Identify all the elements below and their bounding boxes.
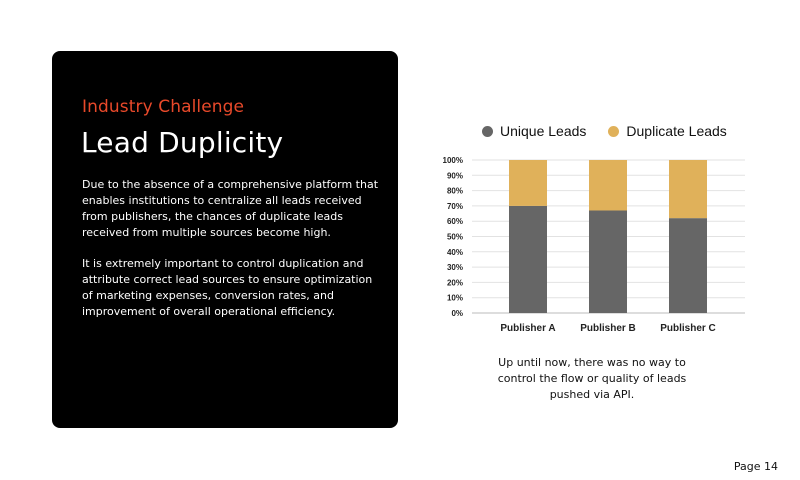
- y-tick-label: 10%: [447, 294, 463, 303]
- y-tick-label: 20%: [447, 278, 463, 287]
- section-eyebrow: Industry Challenge: [82, 97, 245, 117]
- legend-label-duplicate: Duplicate Leads: [626, 123, 727, 139]
- y-tick-label: 70%: [447, 202, 463, 211]
- y-tick-label: 40%: [447, 248, 463, 257]
- y-tick-label: 80%: [447, 187, 463, 196]
- bar-unique: [589, 210, 627, 313]
- legend-dot-unique: [482, 125, 493, 137]
- chart-legend: Unique Leads Duplicate Leads: [482, 123, 727, 139]
- bar-unique: [669, 218, 707, 313]
- legend-item-duplicate: Duplicate Leads: [608, 123, 727, 139]
- bar-duplicate: [509, 160, 547, 206]
- y-tick-label: 90%: [447, 171, 463, 180]
- bar-unique: [509, 205, 547, 313]
- bar-duplicate: [669, 160, 707, 219]
- y-tick-label: 50%: [447, 233, 463, 242]
- legend-item-unique: Unique Leads: [482, 123, 586, 139]
- chart-caption: Up until now, there was no way to contro…: [497, 356, 687, 401]
- y-tick-label: 0%: [451, 309, 463, 318]
- page-number: Page 14: [733, 460, 778, 473]
- description-paragraph-2: It is extremely important to control dup…: [82, 257, 373, 318]
- bar-duplicate: [589, 160, 627, 211]
- legend-dot-duplicate: [608, 125, 620, 137]
- y-tick-label: 30%: [447, 263, 463, 272]
- x-tick-label: Publisher B: [580, 323, 636, 334]
- page-title: Lead Duplicity: [81, 126, 284, 159]
- x-tick-label: Publisher C: [660, 323, 716, 334]
- challenge-card: Industry Challenge Lead Duplicity Due to…: [52, 51, 398, 428]
- description-paragraph-1: Due to the absence of a comprehensive pl…: [82, 178, 379, 239]
- x-tick-label: Publisher A: [500, 323, 555, 334]
- legend-label-unique: Unique Leads: [500, 123, 587, 139]
- y-tick-label: 60%: [447, 217, 463, 226]
- y-tick-label: 100%: [443, 156, 463, 165]
